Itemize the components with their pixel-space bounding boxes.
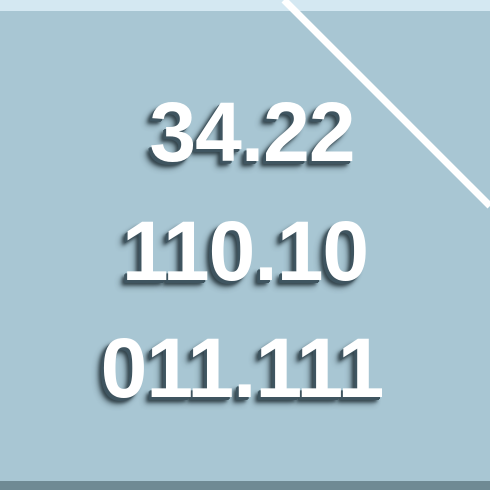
bottom-band [0,481,490,490]
number-line-1: 34.22 [149,85,355,179]
number-line-3: 011.111 [100,321,385,415]
number-line-2: 110.10 [121,204,369,298]
top-band [0,0,490,11]
